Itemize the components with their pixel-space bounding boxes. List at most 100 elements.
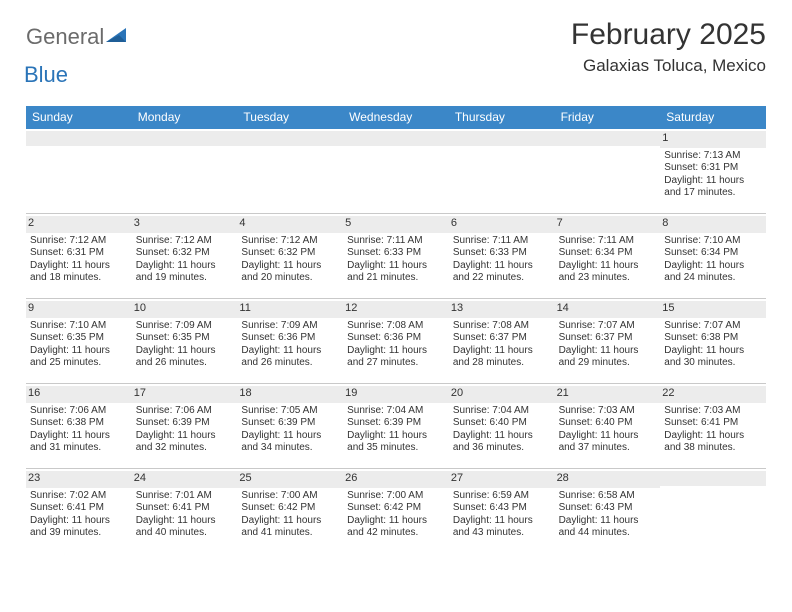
sunrise-text: Sunrise: 6:58 AM bbox=[559, 490, 657, 503]
day-cell: 14 Sunrise: 7:07 AMSunset: 6:37 PMDayligh… bbox=[555, 299, 661, 383]
daylight-text: and 36 minutes. bbox=[453, 442, 551, 455]
daylight-text: and 37 minutes. bbox=[559, 442, 657, 455]
day-cell-empty bbox=[132, 129, 238, 213]
daylight-text: Daylight: 11 hours bbox=[664, 430, 762, 443]
daylight-text: Daylight: 11 hours bbox=[241, 430, 339, 443]
sunset-text: Sunset: 6:37 PM bbox=[453, 332, 551, 345]
day-number: 4 bbox=[237, 216, 343, 233]
sunrise-text: Sunrise: 7:05 AM bbox=[241, 405, 339, 418]
day-cell: 22Sunrise: 7:03 AMSunset: 6:41 PMDayligh… bbox=[660, 384, 766, 468]
day-number: 24 bbox=[132, 471, 238, 488]
sunset-text: Sunset: 6:39 PM bbox=[347, 417, 445, 430]
day-number bbox=[343, 131, 449, 146]
sunrise-text: Sunrise: 7:04 AM bbox=[347, 405, 445, 418]
sunset-text: Sunset: 6:32 PM bbox=[241, 247, 339, 260]
day-number: 11 bbox=[237, 301, 343, 318]
day-number bbox=[26, 131, 132, 146]
day-number: 8 bbox=[660, 216, 766, 233]
day-number: 9 bbox=[26, 301, 132, 318]
daylight-text: Daylight: 11 hours bbox=[30, 430, 128, 443]
day-number: 27 bbox=[449, 471, 555, 488]
sunrise-text: Sunrise: 6:59 AM bbox=[453, 490, 551, 503]
day-cell-empty bbox=[26, 129, 132, 213]
daylight-text: Daylight: 11 hours bbox=[559, 430, 657, 443]
day-cell-empty bbox=[237, 129, 343, 213]
day-cell: 1Sunrise: 7:13 AMSunset: 6:31 PMDaylight… bbox=[660, 129, 766, 213]
sunrise-text: Sunrise: 7:11 AM bbox=[453, 235, 551, 248]
sunrise-text: Sunrise: 7:06 AM bbox=[30, 405, 128, 418]
day-number: 1 bbox=[660, 131, 766, 148]
day-number: 16 bbox=[26, 386, 132, 403]
sunset-text: Sunset: 6:41 PM bbox=[136, 502, 234, 515]
day-cell-empty bbox=[343, 129, 449, 213]
daylight-text: and 28 minutes. bbox=[453, 357, 551, 370]
daylight-text: and 43 minutes. bbox=[453, 527, 551, 540]
daylight-text: Daylight: 11 hours bbox=[136, 515, 234, 528]
daylight-text: Daylight: 11 hours bbox=[453, 345, 551, 358]
sunrise-text: Sunrise: 7:08 AM bbox=[453, 320, 551, 333]
day-cell: 8Sunrise: 7:10 AMSunset: 6:34 PMDaylight… bbox=[660, 214, 766, 298]
sunrise-text: Sunrise: 7:09 AM bbox=[136, 320, 234, 333]
sunset-text: Sunset: 6:40 PM bbox=[559, 417, 657, 430]
weekday-header: Wednesday bbox=[343, 106, 449, 129]
weekday-header-row: Sunday Monday Tuesday Wednesday Thursday… bbox=[26, 106, 766, 129]
daylight-text: and 17 minutes. bbox=[664, 187, 762, 200]
day-number: 23 bbox=[26, 471, 132, 488]
day-cell: 11Sunrise: 7:09 AMSunset: 6:36 PMDayligh… bbox=[237, 299, 343, 383]
sunset-text: Sunset: 6:37 PM bbox=[559, 332, 657, 345]
day-number: 22 bbox=[660, 386, 766, 403]
daylight-text: Daylight: 11 hours bbox=[30, 345, 128, 358]
brand-logo: General bbox=[26, 24, 130, 50]
day-cell: 23Sunrise: 7:02 AMSunset: 6:41 PMDayligh… bbox=[26, 469, 132, 553]
daylight-text: and 24 minutes. bbox=[664, 272, 762, 285]
day-number: 28 bbox=[555, 471, 661, 488]
daylight-text: and 21 minutes. bbox=[347, 272, 445, 285]
day-cell: 17Sunrise: 7:06 AMSunset: 6:39 PMDayligh… bbox=[132, 384, 238, 468]
sunset-text: Sunset: 6:41 PM bbox=[30, 502, 128, 515]
day-cell: 15Sunrise: 7:07 AMSunset: 6:38 PMDayligh… bbox=[660, 299, 766, 383]
daylight-text: Daylight: 11 hours bbox=[347, 260, 445, 273]
daylight-text: Daylight: 11 hours bbox=[453, 260, 551, 273]
daylight-text: Daylight: 11 hours bbox=[241, 345, 339, 358]
daylight-text: Daylight: 11 hours bbox=[559, 515, 657, 528]
daylight-text: Daylight: 11 hours bbox=[453, 430, 551, 443]
day-cell: 20Sunrise: 7:04 AMSunset: 6:40 PMDayligh… bbox=[449, 384, 555, 468]
sunset-text: Sunset: 6:31 PM bbox=[664, 162, 762, 175]
day-number bbox=[132, 131, 238, 146]
daylight-text: Daylight: 11 hours bbox=[30, 260, 128, 273]
sunrise-text: Sunrise: 7:07 AM bbox=[559, 320, 657, 333]
sunrise-text: Sunrise: 7:10 AM bbox=[664, 235, 762, 248]
day-cell: 18Sunrise: 7:05 AMSunset: 6:39 PMDayligh… bbox=[237, 384, 343, 468]
weekday-header: Thursday bbox=[449, 106, 555, 129]
daylight-text: Daylight: 11 hours bbox=[136, 430, 234, 443]
sunrise-text: Sunrise: 7:04 AM bbox=[453, 405, 551, 418]
daylight-text: and 40 minutes. bbox=[136, 527, 234, 540]
day-cell: 24Sunrise: 7:01 AMSunset: 6:41 PMDayligh… bbox=[132, 469, 238, 553]
day-number: 14 bbox=[555, 301, 661, 318]
day-cell: 12Sunrise: 7:08 AMSunset: 6:36 PMDayligh… bbox=[343, 299, 449, 383]
day-cell: 9Sunrise: 7:10 AMSunset: 6:35 PMDaylight… bbox=[26, 299, 132, 383]
weekday-header: Sunday bbox=[26, 106, 132, 129]
weeks-container: 1Sunrise: 7:13 AMSunset: 6:31 PMDaylight… bbox=[26, 129, 766, 553]
day-cell: 21Sunrise: 7:03 AMSunset: 6:40 PMDayligh… bbox=[555, 384, 661, 468]
sunset-text: Sunset: 6:33 PM bbox=[347, 247, 445, 260]
day-number bbox=[660, 471, 766, 486]
sunrise-text: Sunrise: 7:10 AM bbox=[30, 320, 128, 333]
day-cell: 6Sunrise: 7:11 AMSunset: 6:33 PMDaylight… bbox=[449, 214, 555, 298]
sunset-text: Sunset: 6:32 PM bbox=[136, 247, 234, 260]
calendar-page: General February 2025 Galaxias Toluca, M… bbox=[0, 0, 792, 553]
week-row: 23Sunrise: 7:02 AMSunset: 6:41 PMDayligh… bbox=[26, 468, 766, 553]
daylight-text: and 27 minutes. bbox=[347, 357, 445, 370]
week-row: 1Sunrise: 7:13 AMSunset: 6:31 PMDaylight… bbox=[26, 129, 766, 213]
sunset-text: Sunset: 6:39 PM bbox=[241, 417, 339, 430]
daylight-text: and 29 minutes. bbox=[559, 357, 657, 370]
day-number: 15 bbox=[660, 301, 766, 318]
day-number: 5 bbox=[343, 216, 449, 233]
title-block: February 2025 Galaxias Toluca, Mexico bbox=[571, 18, 766, 76]
sunrise-text: Sunrise: 7:12 AM bbox=[136, 235, 234, 248]
day-number: 10 bbox=[132, 301, 238, 318]
daylight-text: Daylight: 11 hours bbox=[559, 345, 657, 358]
daylight-text: and 20 minutes. bbox=[241, 272, 339, 285]
sunset-text: Sunset: 6:42 PM bbox=[241, 502, 339, 515]
daylight-text: Daylight: 11 hours bbox=[664, 260, 762, 273]
